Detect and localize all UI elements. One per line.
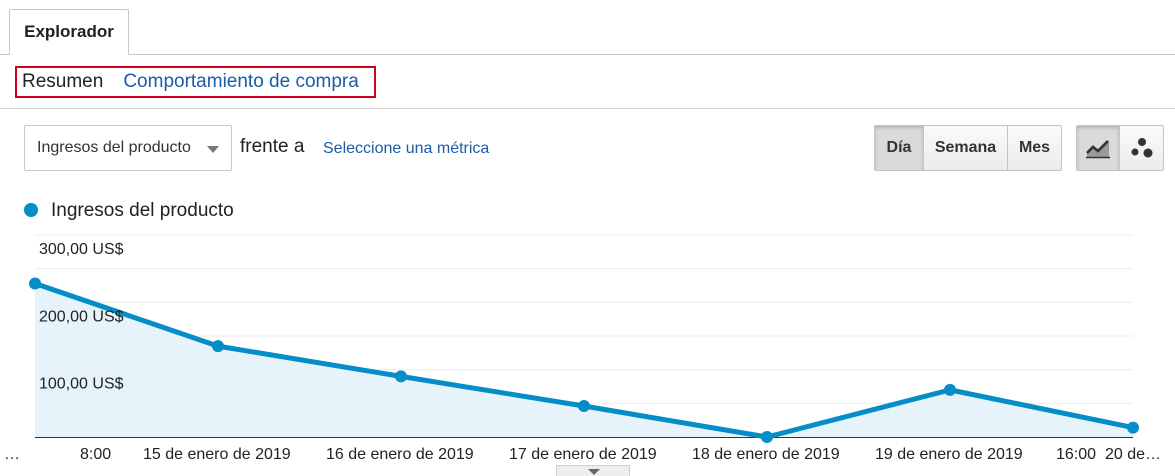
- data-point[interactable]: [578, 400, 590, 413]
- y-tick-label: 100,00 US$: [39, 376, 124, 393]
- x-tick-label: 8:00: [80, 446, 111, 463]
- motion-chart-icon: [1131, 138, 1152, 158]
- y-tick-label: 300,00 US$: [39, 241, 124, 258]
- data-point[interactable]: [761, 431, 773, 443]
- data-point[interactable]: [395, 370, 407, 383]
- select-metric-link[interactable]: Seleccione una métrica: [323, 140, 490, 157]
- x-tick-label: 15 de enero de 2019: [143, 446, 291, 463]
- data-point[interactable]: [1127, 421, 1139, 434]
- x-tick-label: 17 de enero de 2019: [509, 446, 657, 463]
- x-tick-label: 19 de enero de 2019: [875, 446, 1023, 463]
- y-tick-label: 200,00 US$: [39, 308, 124, 325]
- chevron-down-icon: [207, 146, 219, 153]
- data-point[interactable]: [29, 277, 41, 290]
- line-chart-button[interactable]: [1077, 126, 1121, 170]
- revenue-chart: 100,00 US$ 200,00 US$ 300,00 US$ … 8:00 15 d…: [4, 234, 1161, 463]
- subnav-shopping-behavior-link[interactable]: Comportamiento de compra: [123, 71, 359, 92]
- week-button[interactable]: Semana: [924, 126, 1008, 170]
- metric-dropdown[interactable]: Ingresos del producto: [24, 125, 232, 171]
- day-button[interactable]: Día: [875, 126, 924, 170]
- report-subnav: Resumen Comportamiento de compra: [15, 66, 376, 98]
- motion-chart-button[interactable]: [1120, 126, 1163, 170]
- x-tick-label: 18 de enero de 2019: [692, 446, 840, 463]
- legend-series-dot: [24, 203, 38, 217]
- data-point[interactable]: [212, 340, 224, 353]
- versus-label: frente a: [240, 136, 305, 157]
- x-tick-label: …: [4, 446, 20, 463]
- divider: [0, 108, 1175, 109]
- period-button-group: Día Semana Mes: [874, 125, 1062, 171]
- chart-type-button-group: [1076, 125, 1164, 171]
- month-button[interactable]: Mes: [1018, 139, 1051, 156]
- x-tick-label: 16 de enero de 2019: [326, 446, 474, 463]
- tab-explorer[interactable]: Explorador: [9, 9, 129, 56]
- tab-bar: Explorador: [0, 0, 1175, 56]
- series-area: [35, 283, 1133, 437]
- legend-series-label: Ingresos del producto: [51, 200, 234, 221]
- subnav-summary[interactable]: Resumen: [22, 71, 104, 92]
- line-chart-icon: [1086, 140, 1110, 159]
- metric-dropdown-value: Ingresos del producto: [37, 139, 191, 156]
- chart-expand-handle[interactable]: [556, 465, 630, 476]
- x-tick-label: 16:00: [1056, 446, 1096, 463]
- x-tick-label: 20 de…: [1105, 446, 1161, 463]
- data-point[interactable]: [944, 383, 956, 396]
